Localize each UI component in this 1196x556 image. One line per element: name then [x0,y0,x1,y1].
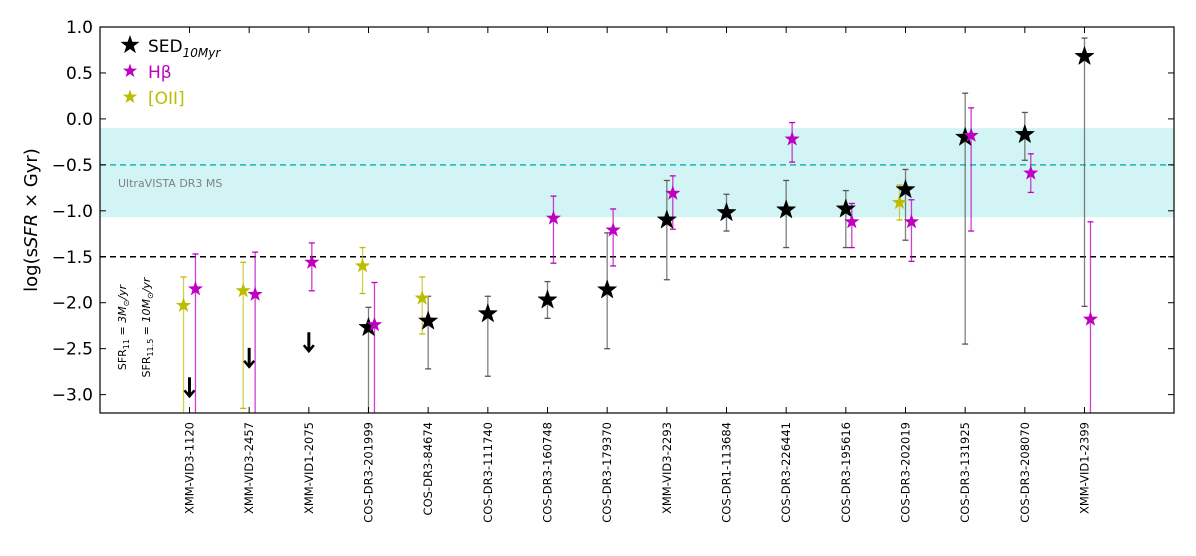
sed-star-marker [656,209,678,229]
hb-star-marker [1023,165,1039,180]
y-tick-label: −2.0 [52,294,93,314]
x-category-label: COS-DR3-201999 [362,422,376,523]
hb-star-marker [545,210,562,225]
plot-frame [99,26,1175,414]
hb-star-marker [247,286,263,301]
sed-star-marker [477,302,499,323]
sed-star-marker [775,199,797,219]
x-category-label: COS-DR3-226441 [779,422,793,523]
oii-star-marker [891,194,908,210]
x-category-label: COS-DR3-160748 [541,422,555,523]
x-category-label: COS-DR3-208070 [1018,422,1032,523]
x-category-label: XMM-VID1-2399 [1078,422,1092,514]
y-tick-label: −1.0 [52,202,93,222]
main-sequence-band-group: UltraVISTA DR3 MS [100,128,1174,218]
sed-star-marker [1074,45,1095,66]
sed-star-marker [835,198,857,218]
hb-star-marker [665,185,681,200]
x-category-label: COS-DR3-111740 [481,422,495,523]
sfr-annotation-1: SFR11.5 = 10M⊙/yr [140,276,155,377]
upper-limit-arrowhead [302,344,315,354]
x-category-label: COS-DR3-84674 [421,422,435,515]
hb-star-marker [366,316,383,332]
oii-star-marker [354,257,371,273]
upper-limit-arrowhead [183,389,196,399]
legend-hb-label: Hβ [148,63,172,83]
hb-star-marker [304,254,320,269]
legend-oii-marker [122,89,138,104]
hb-star-marker [605,222,621,237]
oii-star-marker [235,282,251,298]
ms-band-label: UltraVISTA DR3 MS [118,177,222,190]
hb-star-marker [187,280,204,296]
hb-star-marker [1082,311,1099,326]
x-category-label: COS-DR3-131925 [958,422,972,523]
sfr-annotations: SFR11 = 3M⊙/yr SFR11.5 = 10M⊙/yr [116,276,155,377]
x-category-label: COS-DR3-202019 [899,422,913,523]
hb-star-marker [963,127,979,142]
x-category-label: XMM-VID1-2075 [302,422,316,514]
sed-star-marker [895,178,916,199]
x-category-label: COS-DR3-179370 [600,422,614,523]
y-tick-label: 0.5 [66,64,93,84]
axes-group: 1.0 0.5 0.0 −0.5 −1.0 −1.5 −2.0 −2.5 −3.0 log(sSF… [21,18,1175,523]
y-tick-label: −2.5 [52,340,93,360]
sed-star-marker [537,289,558,309]
error-bars-group [180,37,1094,413]
x-category-label: XMM-VID3-2293 [660,422,674,514]
y-tick-label: −1.5 [52,248,93,268]
legend-sed-label: SED10Myr [148,37,221,60]
x-category-label: COS-DR3-195616 [839,422,853,523]
y-axis-label: log(sSFR × Gyr) [21,148,42,292]
y-tick-label: −0.5 [52,156,93,176]
oii-star-marker [414,290,430,305]
x-category-label: COS-DR1-113684 [720,422,734,523]
y-tick-label: 1.0 [66,18,93,38]
sed-star-marker [417,310,439,330]
y-tick-label: −3.0 [52,386,93,406]
y-tick-label: 0.0 [66,110,93,130]
upper-limit-arrowhead [243,360,256,369]
ms-band [100,128,1174,218]
sfr-annotation-0: SFR11 = 3M⊙/yr [116,283,131,370]
legend-sed-marker [120,35,140,54]
legend-hb-marker [122,63,138,78]
x-category-label: XMM-VID3-1120 [183,422,197,514]
hb-star-marker [844,213,860,229]
data-markers-group [175,45,1099,399]
hb-star-marker [784,131,800,146]
x-category-label: XMM-VID3-2457 [242,422,256,514]
oii-star-marker [175,297,192,312]
legend: SED10Myr Hβ [OII] [120,35,221,109]
legend-oii-label: [OII] [148,89,185,109]
hb-star-marker [903,213,920,229]
sed-star-marker [716,201,737,222]
sed-star-marker [1014,123,1036,144]
sed-star-marker [596,279,618,299]
